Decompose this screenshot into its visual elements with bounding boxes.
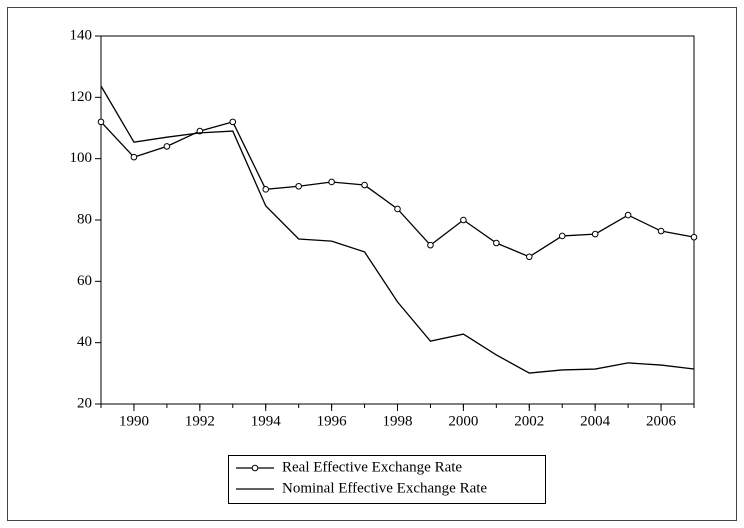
point-marker [657,227,665,235]
point-marker [229,118,237,126]
x-tick-label: 1998 [383,413,413,429]
point-marker [295,182,302,190]
point-marker [97,118,105,126]
point-marker [427,241,434,249]
x-tick-label: 2004 [580,413,611,429]
point-marker [394,205,401,213]
y-tick-label: 60 [77,273,92,289]
plot-area [100,35,695,405]
point-marker [493,239,500,247]
point-marker [460,216,467,224]
point-marker [262,186,270,193]
x-tick-label: 1992 [185,413,215,429]
y-tick-label: 120 [70,89,93,105]
y-tick-label: 20 [77,395,92,411]
point-marker [624,211,632,219]
point-marker [163,143,171,150]
frame [7,7,737,521]
x-tick-label: 2006 [646,413,677,429]
point-marker [130,153,138,161]
legend-marker [251,464,259,472]
y-tick-label: 100 [70,150,93,166]
series-line [100,85,695,374]
point-marker [328,178,335,186]
legend-box [228,455,546,504]
point-marker [690,233,698,241]
x-tick-label: 2000 [448,413,478,429]
point-marker [525,253,533,261]
x-tick-label: 2002 [514,413,544,429]
point-marker [361,181,368,189]
x-tick-label: 1990 [119,413,149,429]
series-line [100,121,695,258]
legend-label: Real Effective Exchange Rate [282,459,462,475]
point-marker [591,230,599,238]
y-tick-label: 80 [77,211,92,227]
x-tick-label: 1994 [251,413,282,429]
y-tick-label: 40 [77,334,92,350]
x-tick-label: 1996 [317,413,348,429]
point-marker [558,232,566,240]
y-tick-label: 140 [70,27,93,43]
legend-label: Nominal Effective Exchange Rate [282,480,487,496]
